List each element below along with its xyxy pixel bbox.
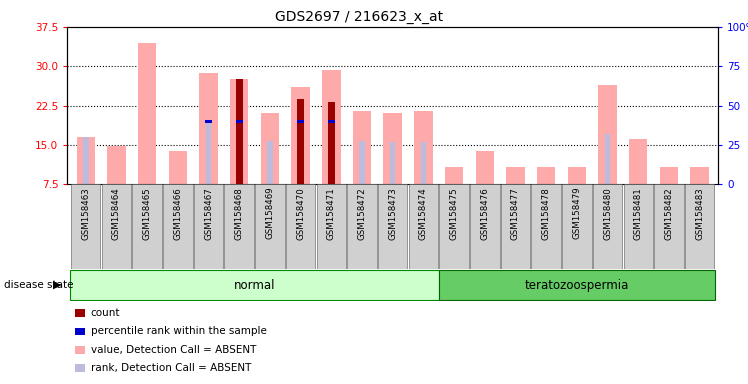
Text: GSM158467: GSM158467 xyxy=(204,187,213,240)
FancyBboxPatch shape xyxy=(439,270,715,300)
Bar xyxy=(297,120,304,123)
Bar xyxy=(390,142,396,184)
Bar xyxy=(83,137,88,184)
Bar xyxy=(353,111,371,184)
Text: GSM158470: GSM158470 xyxy=(296,187,305,240)
Bar xyxy=(598,84,617,184)
Bar xyxy=(414,111,432,184)
Text: GSM158474: GSM158474 xyxy=(419,187,428,240)
Bar xyxy=(261,114,279,184)
Bar xyxy=(328,102,335,184)
Bar xyxy=(206,121,211,184)
FancyBboxPatch shape xyxy=(470,184,500,269)
Bar xyxy=(690,167,709,184)
Bar xyxy=(476,151,494,184)
Text: percentile rank within the sample: percentile rank within the sample xyxy=(91,326,266,336)
Text: count: count xyxy=(91,308,120,318)
FancyBboxPatch shape xyxy=(347,184,377,269)
FancyBboxPatch shape xyxy=(163,184,192,269)
FancyBboxPatch shape xyxy=(71,184,100,269)
Text: value, Detection Call = ABSENT: value, Detection Call = ABSENT xyxy=(91,345,256,355)
FancyBboxPatch shape xyxy=(408,184,438,269)
Bar xyxy=(292,87,310,184)
Text: GSM158466: GSM158466 xyxy=(174,187,183,240)
FancyBboxPatch shape xyxy=(593,184,622,269)
FancyBboxPatch shape xyxy=(286,184,316,269)
FancyBboxPatch shape xyxy=(654,184,684,269)
Text: GSM158475: GSM158475 xyxy=(450,187,459,240)
Text: teratozoospermia: teratozoospermia xyxy=(524,279,629,291)
Bar xyxy=(328,120,335,123)
Bar xyxy=(199,73,218,184)
FancyBboxPatch shape xyxy=(194,184,223,269)
Bar xyxy=(660,167,678,184)
FancyBboxPatch shape xyxy=(132,184,162,269)
Bar xyxy=(568,167,586,184)
Text: disease state: disease state xyxy=(4,280,73,290)
FancyBboxPatch shape xyxy=(224,184,254,269)
Text: GSM158478: GSM158478 xyxy=(542,187,551,240)
FancyBboxPatch shape xyxy=(255,184,285,269)
Text: GSM158481: GSM158481 xyxy=(634,187,643,240)
Bar xyxy=(76,137,95,184)
Text: GSM158473: GSM158473 xyxy=(388,187,397,240)
FancyBboxPatch shape xyxy=(624,184,653,269)
Bar xyxy=(236,79,243,184)
Text: GSM158468: GSM158468 xyxy=(235,187,244,240)
FancyBboxPatch shape xyxy=(378,184,408,269)
Text: ▶: ▶ xyxy=(53,280,61,290)
Text: GSM158464: GSM158464 xyxy=(112,187,121,240)
Bar xyxy=(138,43,156,184)
Text: GSM158465: GSM158465 xyxy=(143,187,152,240)
Bar xyxy=(205,120,212,123)
FancyBboxPatch shape xyxy=(439,184,469,269)
FancyBboxPatch shape xyxy=(70,270,439,300)
Bar xyxy=(420,142,426,184)
FancyBboxPatch shape xyxy=(500,184,530,269)
Bar xyxy=(605,134,610,184)
Bar xyxy=(384,114,402,184)
Bar xyxy=(267,141,273,184)
Text: GSM158476: GSM158476 xyxy=(480,187,489,240)
Text: rank, Detection Call = ABSENT: rank, Detection Call = ABSENT xyxy=(91,363,251,373)
Bar xyxy=(629,139,648,184)
Text: GSM158480: GSM158480 xyxy=(603,187,612,240)
Bar xyxy=(236,120,243,123)
Bar xyxy=(359,141,365,184)
Bar xyxy=(445,167,463,184)
Text: normal: normal xyxy=(234,279,275,291)
FancyBboxPatch shape xyxy=(562,184,592,269)
Bar xyxy=(230,79,248,184)
Text: GSM158469: GSM158469 xyxy=(266,187,275,240)
Bar xyxy=(322,70,340,184)
Text: GSM158477: GSM158477 xyxy=(511,187,520,240)
Text: GSM158482: GSM158482 xyxy=(664,187,673,240)
Text: GSM158463: GSM158463 xyxy=(82,187,91,240)
FancyBboxPatch shape xyxy=(685,184,714,269)
Text: GSM158471: GSM158471 xyxy=(327,187,336,240)
Bar xyxy=(506,167,524,184)
FancyBboxPatch shape xyxy=(531,184,561,269)
Text: GSM158472: GSM158472 xyxy=(358,187,367,240)
Text: GSM158483: GSM158483 xyxy=(695,187,704,240)
Bar xyxy=(168,151,187,184)
Bar xyxy=(297,99,304,184)
Bar xyxy=(107,146,126,184)
Bar xyxy=(328,124,334,184)
FancyBboxPatch shape xyxy=(316,184,346,269)
Text: GSM158479: GSM158479 xyxy=(572,187,581,240)
FancyBboxPatch shape xyxy=(102,184,131,269)
Text: GDS2697 / 216623_x_at: GDS2697 / 216623_x_at xyxy=(275,10,443,23)
Bar xyxy=(537,167,555,184)
